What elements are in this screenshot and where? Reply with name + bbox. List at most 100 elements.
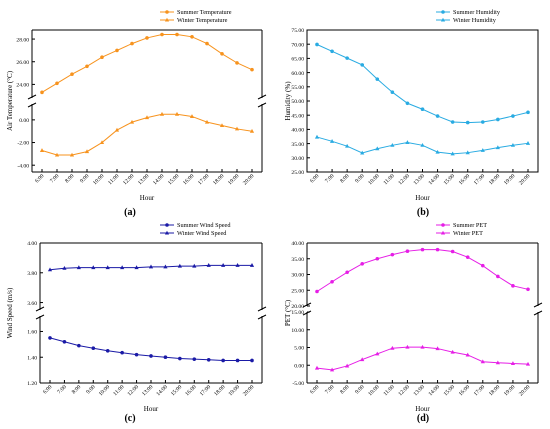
x-tick-label: 10:00 xyxy=(367,173,380,186)
data-point xyxy=(345,363,350,368)
data-point xyxy=(149,354,153,358)
x-tick-label: 19:00 xyxy=(503,173,516,186)
y-tick-label: 25.00 xyxy=(291,288,304,294)
legend-marker xyxy=(165,10,169,14)
panel-caption: (d) xyxy=(417,413,429,424)
legend-marker xyxy=(164,230,170,235)
data-point xyxy=(450,249,455,254)
y-tick-label: -5.00 xyxy=(292,381,304,387)
x-tick-label: 17:00 xyxy=(197,173,210,186)
x-tick-label: 11:00 xyxy=(112,384,125,397)
series-line-summer xyxy=(316,249,529,292)
data-point xyxy=(465,255,470,259)
data-point xyxy=(160,32,164,37)
data-point xyxy=(91,265,96,270)
axis-break-mark xyxy=(27,94,37,100)
x-tick-label: 19:00 xyxy=(227,173,240,186)
x-tick-label: 12:00 xyxy=(398,173,411,186)
x-tick-label: 9:00 xyxy=(79,173,90,184)
x-tick-label: 6:00 xyxy=(309,384,320,395)
legend-marker xyxy=(440,17,446,22)
data-point xyxy=(77,343,81,348)
data-point xyxy=(234,126,240,131)
data-point xyxy=(525,141,531,145)
x-tick-label: 10:00 xyxy=(98,384,111,397)
panel-caption: (b) xyxy=(417,207,429,218)
x-tick-label: 7:00 xyxy=(57,384,68,395)
y-tick-label: 30.00 xyxy=(291,273,304,279)
data-point xyxy=(62,266,67,270)
data-point xyxy=(192,263,197,268)
x-tick-label: 14:00 xyxy=(428,173,441,186)
y-tick-label: -4.00 xyxy=(17,163,29,169)
data-point xyxy=(55,81,59,86)
x-tick-label: 14:00 xyxy=(152,173,165,186)
data-point xyxy=(465,352,470,357)
y-axis-label: PET (°C) xyxy=(284,299,292,326)
panel-caption: (c) xyxy=(124,413,135,424)
y-tick-label: 75.00 xyxy=(291,28,304,34)
data-point xyxy=(495,360,500,365)
x-tick-label: 18:00 xyxy=(213,384,226,397)
data-point xyxy=(525,361,531,366)
x-tick-label: 20:00 xyxy=(518,384,531,397)
data-point xyxy=(405,101,410,106)
y-tick-label: 50.00 xyxy=(291,99,304,105)
data-point xyxy=(420,344,425,349)
y-tick-label: 1.60 xyxy=(27,330,37,336)
x-axis-label: Hour xyxy=(415,194,430,202)
x-tick-label: 18:00 xyxy=(488,173,501,186)
y-tick-label: 15.00 xyxy=(291,310,304,316)
x-tick-label: 14:00 xyxy=(156,384,169,397)
y-tick-label: 25.00 xyxy=(291,170,304,176)
x-tick-label: 8:00 xyxy=(339,173,350,184)
y-tick-label: 40.00 xyxy=(291,128,304,134)
data-point xyxy=(206,358,211,362)
x-tick-label: 20:00 xyxy=(518,173,531,186)
axis-break-mark xyxy=(257,94,267,100)
data-point xyxy=(174,111,180,116)
series-line-summer xyxy=(41,34,253,93)
data-point xyxy=(250,67,254,72)
x-tick-label: 8:00 xyxy=(64,173,75,184)
y-tick-label: 3.80 xyxy=(27,271,37,277)
x-tick-label: 19:00 xyxy=(503,384,516,397)
y-tick-label: 4.00 xyxy=(27,241,37,247)
data-point xyxy=(314,134,320,139)
legend-marker xyxy=(164,17,170,22)
data-point xyxy=(480,120,485,124)
data-point xyxy=(330,49,334,54)
data-point xyxy=(480,359,485,364)
legend-label: Summer PET xyxy=(453,222,487,229)
data-point xyxy=(105,348,110,353)
data-point xyxy=(40,90,44,95)
x-tick-label: 12:00 xyxy=(122,173,135,186)
y-tick-label: 35.00 xyxy=(291,257,304,263)
y-tick-label: 55.00 xyxy=(291,85,304,91)
panel-caption: (a) xyxy=(124,207,136,218)
data-point xyxy=(360,150,365,155)
data-point xyxy=(345,270,349,275)
data-point xyxy=(69,152,75,157)
x-axis-label: Hour xyxy=(415,405,430,413)
x-tick-label: 15:00 xyxy=(170,384,183,397)
data-point xyxy=(420,247,425,252)
x-tick-label: 11:00 xyxy=(383,384,396,397)
data-point xyxy=(329,139,335,143)
data-point xyxy=(235,263,240,267)
y-tick-label: 70.00 xyxy=(291,42,304,48)
y-tick-label: 1.40 xyxy=(27,355,37,361)
data-point xyxy=(129,119,135,124)
y-axis-label: Humidity (%) xyxy=(284,81,292,121)
y-tick-label: 10.00 xyxy=(291,328,304,334)
x-tick-label: 16:00 xyxy=(458,384,471,397)
data-point xyxy=(192,357,197,361)
data-point xyxy=(206,263,211,267)
x-tick-label: 13:00 xyxy=(137,173,150,186)
x-tick-label: 15:00 xyxy=(443,384,456,397)
data-point xyxy=(511,284,515,288)
x-tick-label: 12:00 xyxy=(127,384,140,397)
data-point xyxy=(130,41,134,46)
data-point xyxy=(510,143,516,147)
data-point xyxy=(84,149,90,154)
